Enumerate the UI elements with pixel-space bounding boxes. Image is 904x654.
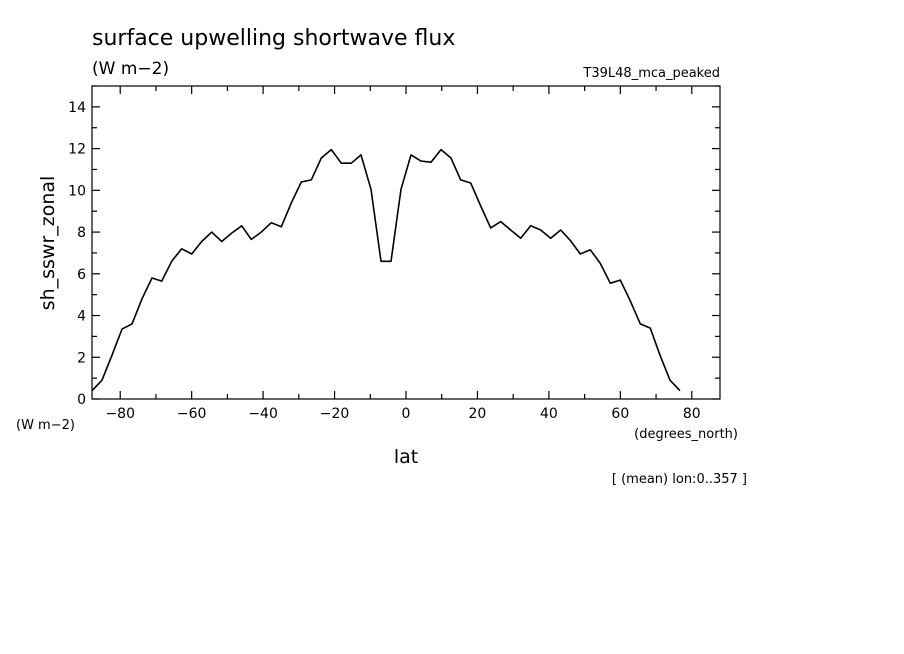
footnote: [ (mean) lon:0..357 ] [612, 472, 747, 487]
axis-ticks [92, 85, 720, 400]
y-axis-unit: (W m−2) [16, 418, 75, 433]
x-tick-label: −20 [320, 406, 350, 422]
tick-labels: −80 −60 −40 −20 0 20 40 60 80 0 2 4 6 8 10 12 14 [68, 100, 701, 422]
y-tick-label: 8 [77, 225, 86, 241]
y-tick-label: 12 [68, 142, 86, 158]
plot-frame [91, 85, 721, 400]
y-tick-label: 14 [68, 100, 86, 116]
x-tick-label: −40 [248, 406, 278, 422]
y-tick-label: 4 [77, 309, 86, 325]
chart-subtitle: (W m−2) [92, 59, 169, 79]
x-tick-label: 0 [402, 406, 411, 422]
chart-title: surface upwelling shortwave flux [92, 26, 455, 51]
y-axis-label: sh_sswr_zonal [37, 176, 59, 311]
run-label: T39L48_mca_peaked [582, 66, 720, 81]
x-axis-unit: (degrees_north) [634, 427, 738, 442]
x-tick-label: −60 [177, 406, 207, 422]
x-tick-label: 80 [683, 406, 701, 422]
x-tick-label: −80 [105, 406, 135, 422]
x-tick-label: 60 [611, 406, 629, 422]
x-tick-label: 20 [469, 406, 487, 422]
y-tick-label: 10 [68, 183, 86, 199]
x-axis-label: lat [394, 446, 418, 468]
y-tick-label: 6 [77, 267, 86, 283]
x-tick-label: 40 [540, 406, 558, 422]
y-tick-label: 2 [77, 350, 86, 366]
series-line [91, 148, 681, 392]
y-tick-label: 0 [77, 392, 86, 408]
